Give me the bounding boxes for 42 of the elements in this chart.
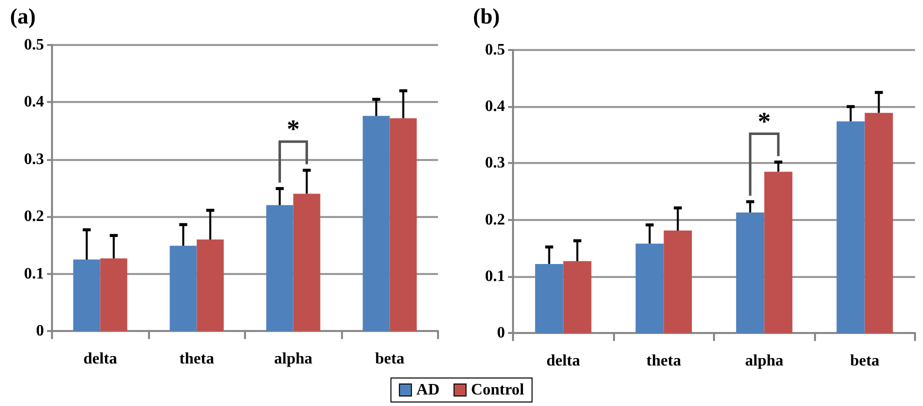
y-tick-label: 0.1 bbox=[485, 268, 505, 285]
x-tick-label: beta bbox=[850, 352, 880, 370]
bar bbox=[390, 118, 417, 331]
bar bbox=[636, 244, 664, 333]
y-tick-label: 0 bbox=[36, 322, 44, 340]
y-tick-label: 0.4 bbox=[24, 94, 44, 111]
y-tick-label: 0 bbox=[497, 324, 505, 342]
y-tick-label: 0.2 bbox=[485, 211, 505, 228]
bar bbox=[73, 260, 100, 331]
x-tick-label: theta bbox=[646, 352, 682, 370]
y-tick-label: 0.4 bbox=[485, 98, 505, 116]
bar bbox=[764, 172, 792, 333]
x-tick-label: beta bbox=[375, 350, 404, 368]
y-tick-label: 0.5 bbox=[24, 36, 44, 54]
annotation: * bbox=[286, 114, 300, 144]
bar bbox=[293, 194, 320, 331]
bar bbox=[535, 264, 564, 333]
bar bbox=[836, 121, 865, 333]
y-tick-label: 0.2 bbox=[24, 208, 44, 226]
bar bbox=[266, 205, 294, 331]
bar bbox=[864, 112, 893, 333]
x-tick-label: alpha bbox=[274, 350, 312, 368]
x-tick-label: alpha bbox=[745, 352, 784, 370]
chart-title: (a) bbox=[10, 4, 36, 28]
bar bbox=[664, 230, 692, 333]
legend-label: AD bbox=[416, 382, 440, 398]
x-tick-label: delta bbox=[546, 352, 580, 370]
bar bbox=[563, 261, 592, 333]
bar bbox=[362, 116, 390, 331]
y-tick-label: 0.3 bbox=[24, 150, 44, 168]
chart-title: (b) bbox=[473, 4, 500, 28]
bar bbox=[196, 239, 224, 331]
y-tick-label: 0.1 bbox=[24, 265, 44, 282]
bar bbox=[736, 212, 764, 333]
legend-label: Control bbox=[471, 382, 525, 398]
annotation: * bbox=[758, 106, 771, 136]
x-tick-label: theta bbox=[179, 350, 214, 368]
bar bbox=[100, 258, 128, 331]
y-tick-label: 0.3 bbox=[485, 154, 505, 172]
y-tick-label: 0.5 bbox=[485, 42, 505, 58]
bar bbox=[170, 246, 197, 331]
x-tick-label: delta bbox=[83, 350, 118, 368]
